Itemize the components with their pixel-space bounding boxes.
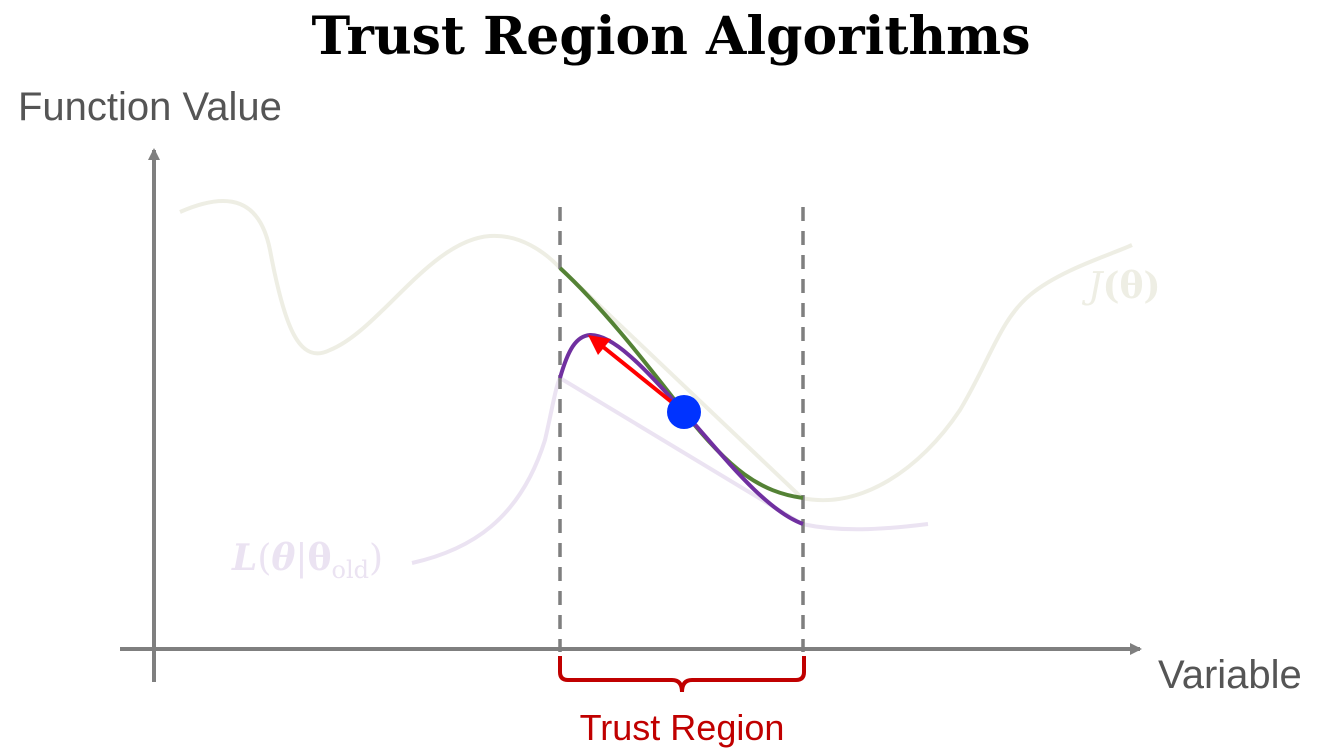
y-axis-label: Function Value xyxy=(18,85,282,129)
page-title: Trust Region Algorithms xyxy=(312,6,1031,67)
step-arrow-head xyxy=(588,335,611,355)
objective-label-arg: (θ) xyxy=(1102,265,1160,307)
surrogate-curve-faded xyxy=(411,375,929,565)
current-point xyxy=(667,395,701,429)
surrogate-label-theta: θ xyxy=(271,537,295,579)
x-axis-label: Variable xyxy=(1158,653,1302,697)
trust-region-brace xyxy=(558,656,806,693)
trust-region-label: Trust Region xyxy=(580,707,785,748)
objective-curve-label: J(θ) xyxy=(1081,265,1161,307)
surrogate-curve-in-region xyxy=(558,332,804,526)
surrogate-label-main: L xyxy=(231,537,257,579)
surrogate-label-bar: | xyxy=(295,538,307,579)
objective-label-main: J xyxy=(1081,266,1105,307)
surrogate-label-sub: old xyxy=(332,556,370,584)
step-arrow xyxy=(600,344,686,414)
surrogate-label-open: ( xyxy=(257,538,271,579)
surrogate-label-theta-old: θ xyxy=(308,537,332,579)
surrogate-curve-label: L(θ|θold) xyxy=(231,537,383,584)
objective-curve-faded xyxy=(179,198,1133,503)
surrogate-label-close: ) xyxy=(369,538,383,579)
